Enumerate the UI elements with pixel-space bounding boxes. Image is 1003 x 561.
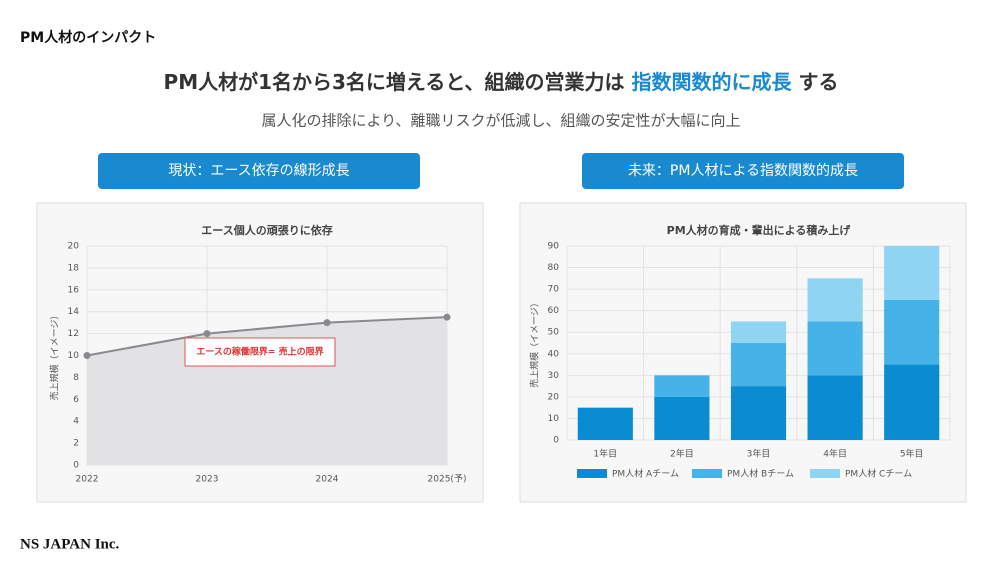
legend-swatch: [810, 469, 840, 478]
bar-segment: [730, 386, 787, 440]
bar-segment: [654, 375, 710, 397]
banner: [582, 153, 904, 189]
bar-segment: [730, 321, 787, 343]
page-label: PM人材のインパクト: [20, 29, 156, 46]
x-tick-label: 2025(予): [428, 474, 467, 485]
y-tick-label: 20: [548, 392, 560, 402]
bar-segment: [807, 375, 863, 440]
y-tick-label: 80: [548, 263, 560, 273]
legend-swatch: [577, 469, 607, 478]
legend-label: PM人材 Bチーム: [727, 468, 794, 480]
y-tick-label: 50: [548, 328, 560, 338]
y-axis-title: 売上規模（イメージ）: [49, 311, 61, 401]
x-tick-label: 2022: [76, 475, 99, 485]
y-tick-label: 10: [68, 351, 80, 361]
legend-label: PM人材 Aチーム: [612, 468, 679, 480]
x-tick-label: 2024: [316, 475, 339, 485]
y-tick-label: 70: [548, 285, 560, 295]
bar-segment: [807, 321, 863, 376]
y-tick-label: 18: [68, 263, 80, 273]
point: [323, 319, 331, 327]
y-tick-label: 8: [73, 373, 79, 383]
x-tick-label: 2023: [196, 475, 219, 485]
annotation-box: [184, 337, 336, 367]
bar-segment: [884, 299, 940, 365]
banner: [98, 153, 420, 189]
y-tick-label: 60: [548, 306, 560, 316]
bar-segment: [654, 396, 710, 440]
point: [443, 313, 451, 321]
x-tick-label: 5年目: [900, 448, 924, 460]
area: [87, 317, 447, 465]
annotation: エースの稼働限界= 売上の限界: [196, 346, 323, 358]
y-tick-label: 30: [548, 371, 560, 381]
line: [86, 316, 448, 357]
headline-text: する: [798, 70, 838, 94]
x-tick-label: 2年目: [670, 448, 694, 460]
headline-text: PM人材が1名から3名に増えると、組織の営業力は: [164, 70, 625, 94]
x-tick-label: 1年目: [593, 448, 617, 460]
x-tick-label: 4年目: [823, 448, 847, 460]
y-tick-label: 4: [73, 417, 79, 427]
point: [203, 330, 211, 338]
y-tick-label: 16: [68, 285, 80, 295]
y-tick-label: 10: [548, 414, 560, 424]
legend-swatch: [692, 469, 722, 478]
y-tick-label: 20: [68, 242, 80, 252]
chart-title: PM人材の育成・輩出による積み上げ: [667, 223, 852, 237]
headline: PM人材が1名から3名に増えると、組織の営業力は 指数関数的に成長 する: [164, 70, 839, 94]
bar-segment: [577, 407, 633, 440]
legend-label: PM人材 Cチーム: [845, 468, 912, 480]
chart-title: エース個人の頑張りに依存: [201, 223, 332, 237]
point: [83, 352, 91, 359]
bar-segment: [807, 278, 863, 322]
banner-text: 未来：PM人材による指数関数的成長: [628, 163, 858, 179]
y-tick-label: 0: [553, 436, 559, 446]
y-tick-label: 0: [73, 461, 79, 471]
y-tick-label: 2: [73, 439, 79, 449]
y-tick-label: 90: [548, 242, 560, 252]
bar-segment: [884, 364, 940, 440]
headline-highlight: 指数関数的に成長: [632, 70, 793, 94]
bar-segment: [730, 343, 787, 387]
y-axis-title: 売上規模（イメージ）: [529, 298, 541, 388]
x-tick-label: 3年目: [747, 448, 771, 460]
bar-segment: [884, 246, 940, 300]
footer: NS JAPAN Inc.: [20, 536, 120, 552]
y-tick-label: 6: [73, 395, 79, 405]
banner-text: 現状：エース依存の線形成長: [168, 163, 349, 179]
subtitle: 属人化の排除により、離職リスクが低減し、組織の安定性が大幅に向上: [261, 112, 740, 130]
y-tick-label: 40: [548, 349, 560, 359]
y-tick-label: 14: [68, 307, 80, 317]
y-tick-label: 12: [68, 329, 79, 339]
